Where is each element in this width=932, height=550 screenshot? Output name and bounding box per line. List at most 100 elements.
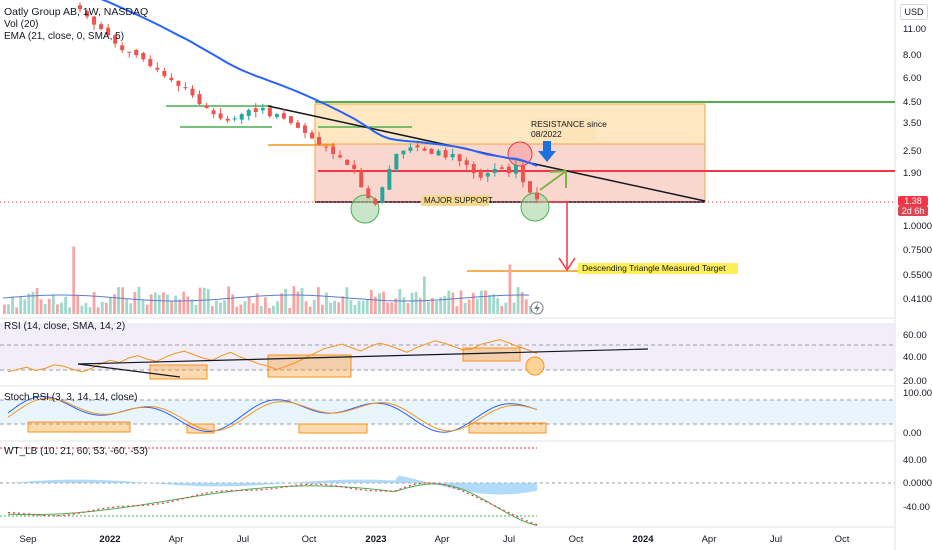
wt-line-1 [7, 483, 538, 526]
y-tick-label: 2.50 [903, 146, 922, 157]
rsi-circle [525, 356, 545, 376]
candle-body [148, 59, 153, 67]
support-circle-left [350, 194, 380, 224]
volume-bar [492, 294, 496, 314]
candle-body [232, 118, 237, 120]
volume-bar [480, 290, 483, 314]
candle-body [457, 154, 462, 162]
indicator-tick-label: -40.00 [903, 502, 930, 513]
volume-bar [129, 303, 133, 314]
chart-title: Oatly Group AB, 1W, NASDAQ [4, 6, 149, 18]
volume-bar [475, 298, 479, 314]
volume-bar [406, 303, 410, 314]
candle-body [246, 110, 251, 116]
volume-bar [100, 301, 104, 314]
volume-bar [84, 303, 88, 314]
candle-body [204, 105, 209, 109]
candle-body [310, 132, 315, 139]
x-axis-ticks: Sep 2022 Apr Jul Oct 2023 Apr Jul Oct 2024 Apr Jul O… [20, 534, 850, 545]
candle-body [380, 187, 385, 203]
volume-bar [141, 300, 145, 314]
x-tick-label: Jul [770, 534, 782, 545]
wt-legend: WT_LB (10, 21, 60, 53, -60, -53) [4, 446, 148, 457]
rsi-box-3 [462, 347, 521, 362]
volume-bar [300, 287, 304, 314]
volume-bar [414, 291, 418, 314]
stoch-box-4 [468, 422, 547, 434]
volume-bar [121, 287, 125, 314]
volume-legend: Vol (20) [4, 19, 39, 30]
candle-body [92, 16, 97, 25]
y-tick-label: 3.50 [903, 118, 922, 129]
volume-bar [223, 300, 226, 314]
stoch-box-1 [27, 421, 131, 433]
candle-body [197, 94, 202, 105]
x-tick-label: Jul [503, 534, 515, 545]
target-label: Descending Triangle Measured Target [582, 263, 726, 273]
resistance-label: RESISTANCE since 08/2022 [531, 119, 607, 139]
price-candles [78, 2, 539, 207]
volume-bar [520, 292, 524, 314]
volume-bar [308, 306, 312, 314]
candle-body [415, 145, 420, 148]
volume-bar [202, 287, 206, 314]
candle-body [450, 153, 455, 158]
volume-bar [365, 298, 369, 314]
indicator-tick-label: 20.00 [903, 376, 927, 387]
volume-bar [64, 296, 67, 314]
candle-body [267, 107, 272, 117]
volume-bar [153, 292, 157, 314]
volume-bar [231, 294, 235, 314]
volume-bar [60, 302, 63, 314]
wt-line-2 [7, 482, 538, 526]
candle-body [190, 88, 195, 96]
candle-body [274, 114, 279, 117]
ema-legend: EMA (21, close, 0, SMA, 5) [4, 31, 125, 42]
candle-body [513, 164, 518, 174]
major-support-label: MAJOR SUPPORT [424, 196, 493, 205]
volume-bar [349, 300, 353, 314]
volume-bar [96, 307, 100, 314]
stoch-k-line [7, 395, 538, 433]
volume-bar [496, 298, 500, 314]
volume-bar [463, 302, 467, 314]
candle-body [394, 153, 399, 170]
volume-bar [219, 302, 222, 314]
volume-bar [484, 290, 487, 314]
volume-bar [125, 298, 129, 314]
candle-body [401, 150, 406, 155]
candle-body [499, 167, 504, 169]
y-tick-label: 8.00 [903, 50, 922, 61]
candle-body [478, 171, 483, 178]
candle-body [527, 181, 532, 193]
candle-body [373, 198, 378, 205]
currency-button[interactable]: USD [900, 4, 928, 20]
support-label-bg [421, 195, 489, 206]
volume-bar [31, 291, 35, 314]
volume-bar [431, 298, 434, 314]
volume-bar [162, 292, 165, 314]
candle-body [295, 122, 300, 128]
volume-bar [341, 296, 345, 314]
candle-body [162, 71, 167, 77]
volume-bar [174, 295, 178, 314]
volume-bar [210, 306, 214, 314]
y-tick-label: 4.50 [903, 97, 922, 108]
volume-bar [259, 305, 263, 314]
x-tick-label: Apr [435, 534, 450, 545]
target-label-bg [578, 263, 738, 274]
volume-bar [186, 296, 190, 314]
volume-bar [92, 291, 96, 314]
volume-bar [316, 287, 320, 314]
wt-area [8, 475, 537, 495]
candle-body [260, 108, 265, 111]
volume-bar [488, 295, 491, 314]
candle-body [331, 146, 336, 154]
volume-bar [247, 296, 251, 314]
volume-bar [182, 291, 186, 314]
volume-bar [382, 291, 385, 314]
rsi-trendline-2 [77, 363, 181, 378]
candle-body [120, 45, 125, 51]
candle-body [492, 168, 497, 173]
